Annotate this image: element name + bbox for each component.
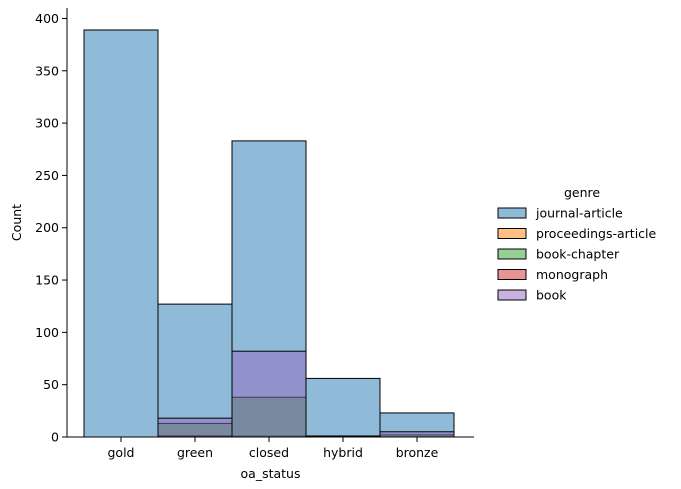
y-tick-label: 150 bbox=[35, 273, 59, 288]
y-tick-label: 0 bbox=[51, 430, 59, 445]
x-tick-label-gold: gold bbox=[108, 445, 135, 460]
bar-book-green bbox=[157, 417, 233, 438]
y-tick-label: 100 bbox=[35, 325, 59, 340]
x-axis-label: oa_status bbox=[241, 466, 301, 481]
bar-journal-article-green bbox=[157, 303, 233, 438]
legend-label-journal-article: journal-article bbox=[535, 206, 623, 221]
y-tick-label: 250 bbox=[35, 168, 59, 183]
y-tick-label: 200 bbox=[35, 220, 59, 235]
x-tick-label-green: green bbox=[177, 445, 213, 460]
legend-label-book: book bbox=[536, 288, 567, 303]
bars-group bbox=[83, 29, 455, 438]
legend-swatch-proceedings-article bbox=[497, 228, 527, 239]
x-tick-label-bronze: bronze bbox=[396, 445, 439, 460]
x-ticks-group: gold green closed hybrid bronze bbox=[108, 437, 439, 460]
legend-swatch-journal-article bbox=[497, 207, 527, 219]
legend-swatch-book bbox=[497, 289, 527, 301]
y-axis-label: Count bbox=[9, 204, 24, 241]
bar-book-bronze bbox=[379, 431, 455, 438]
y-ticks-group: 0 50 100 150 200 250 300 350 400 bbox=[35, 11, 67, 445]
x-tick-label-hybrid: hybrid bbox=[323, 445, 363, 460]
legend-label-book-chapter: book-chapter bbox=[536, 247, 620, 262]
axes-group bbox=[66, 8, 474, 438]
y-tick-label: 350 bbox=[35, 63, 59, 78]
y-tick-label: 400 bbox=[35, 11, 59, 26]
bar-journal-article-hybrid bbox=[305, 377, 381, 438]
legend-label-proceedings-article: proceedings-article bbox=[536, 226, 657, 241]
x-tick-label-closed: closed bbox=[249, 445, 289, 460]
bar-book-closed bbox=[231, 350, 307, 438]
legend-swatch-monograph bbox=[497, 269, 527, 280]
bar-journal-article-gold bbox=[83, 29, 159, 438]
legend-title: genre bbox=[564, 185, 600, 200]
y-tick-label: 300 bbox=[35, 116, 59, 131]
legend-swatch-book-chapter bbox=[497, 248, 527, 260]
y-tick-label: 50 bbox=[43, 377, 59, 392]
legend-label-monograph: monograph bbox=[536, 267, 608, 282]
legend: genre journal-article proceedings-article… bbox=[497, 185, 657, 303]
